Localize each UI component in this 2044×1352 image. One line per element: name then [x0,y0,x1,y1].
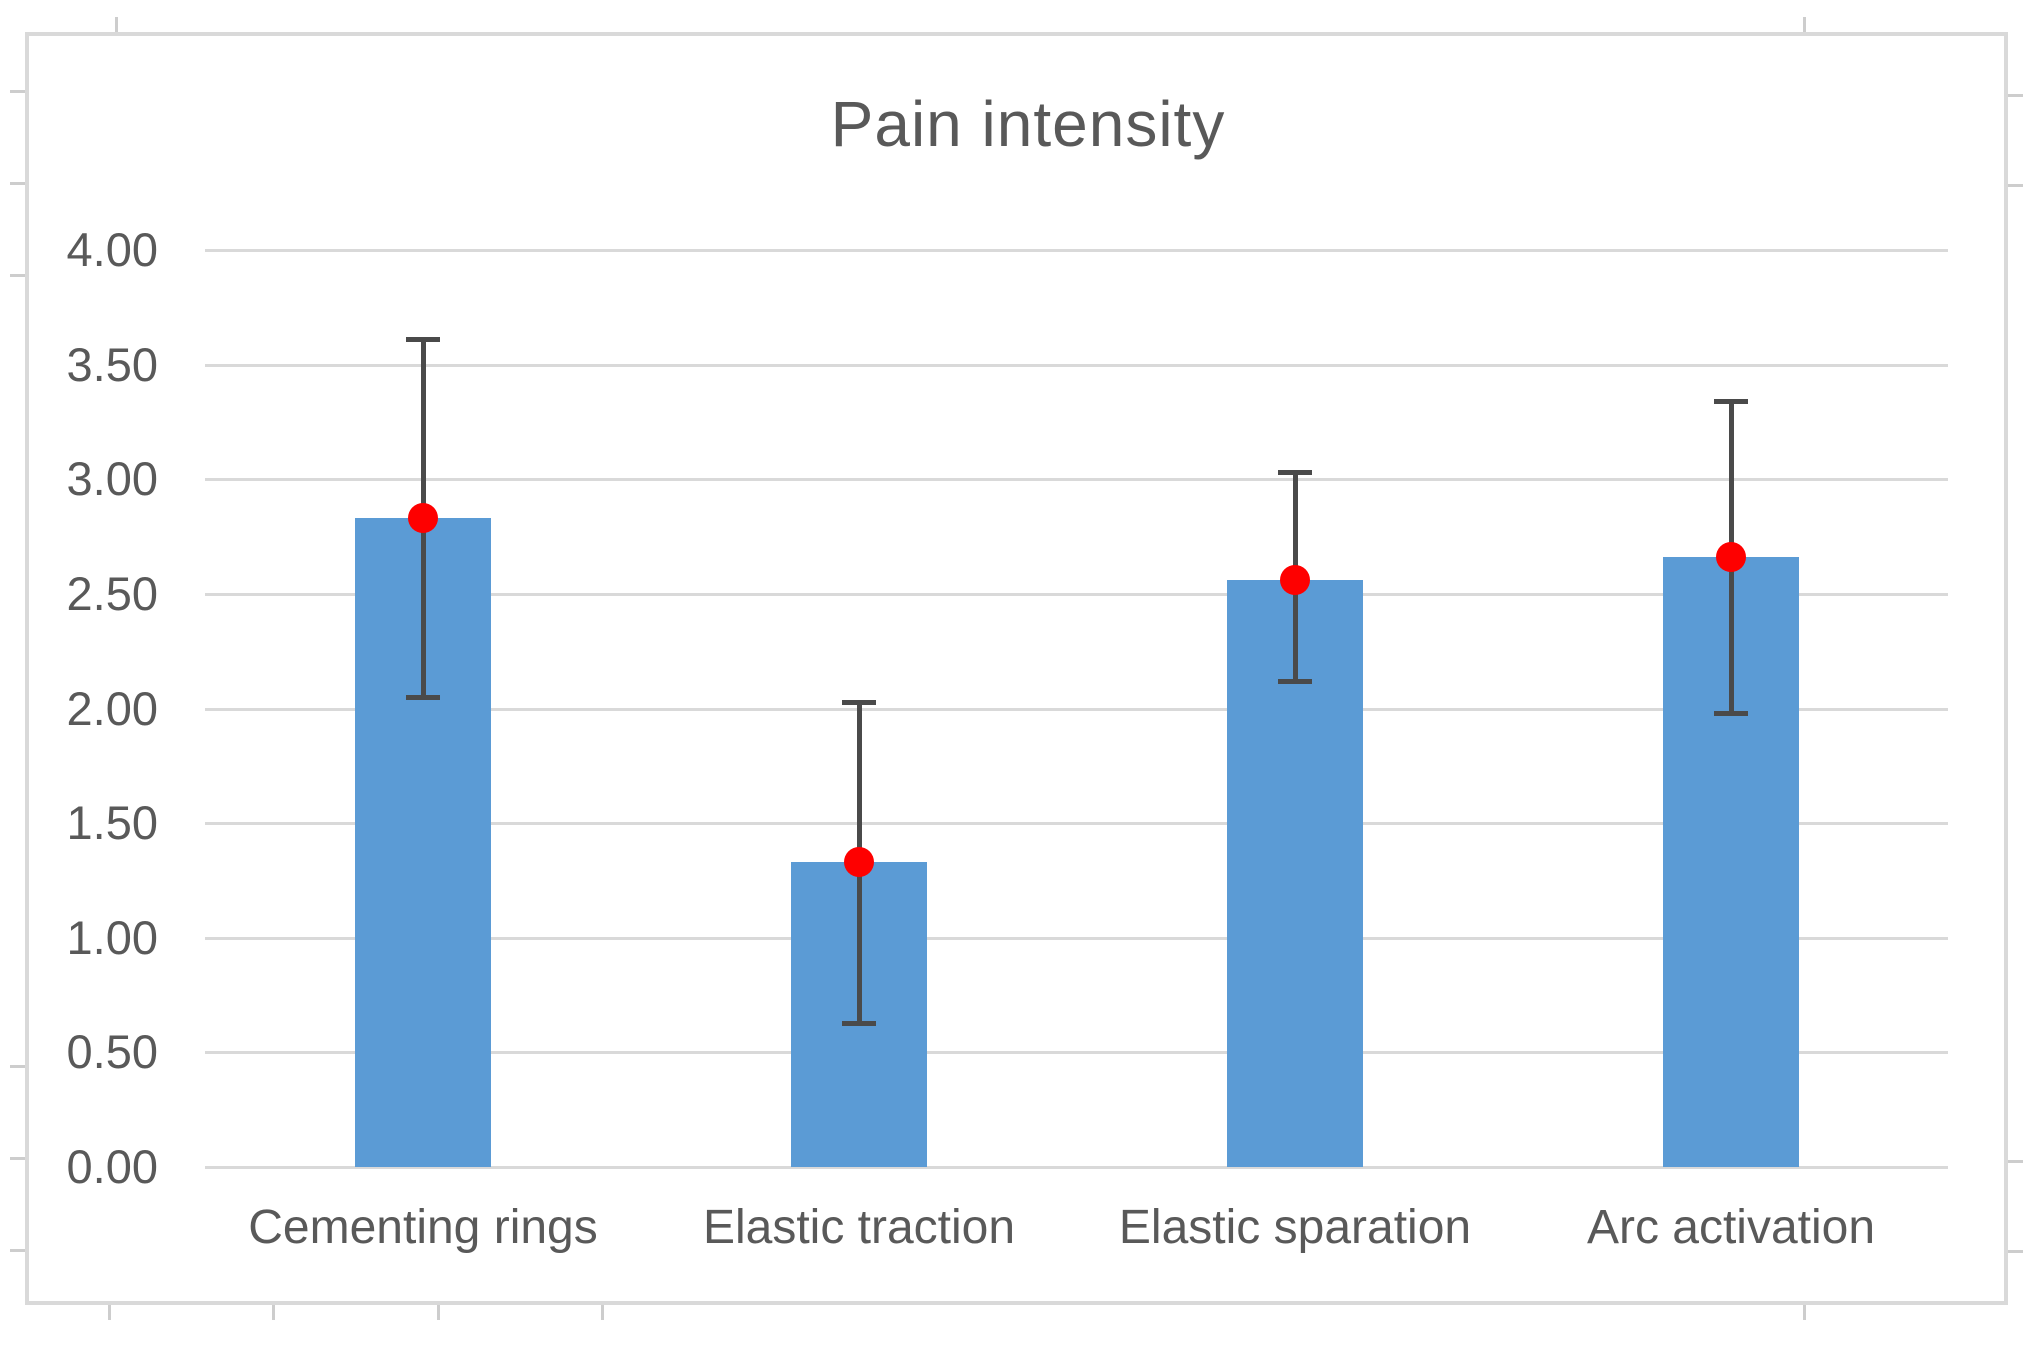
gridline [205,593,1948,596]
edge-tick [2008,94,2023,97]
chart-title: Pain intensity [830,88,1226,160]
x-category-label: Elastic traction [702,1201,1016,1254]
y-tick-label: 3.00 [66,452,158,505]
edge-tick [10,1249,25,1252]
edge-tick [1803,1305,1806,1320]
gridline [205,937,1948,940]
error-bar-cap-bottom [1714,711,1748,716]
error-bar-cap-top [406,337,440,342]
mean-dot [1716,542,1746,572]
y-tick-label: 2.00 [66,682,158,735]
edge-tick [115,17,118,32]
x-category-label: Elastic sparation [1118,1201,1472,1254]
x-category-label: Cementing rings [248,1201,598,1254]
y-tick-label: 0.50 [66,1025,158,1078]
y-tick-label: 4.00 [66,223,158,276]
gridline [205,1166,1948,1169]
y-tick-label: 1.50 [66,796,158,849]
edge-tick [1803,17,1806,32]
gridline [205,478,1948,481]
edge-tick [10,274,25,277]
error-bar-cap-bottom [1278,679,1312,684]
gridline [205,1051,1948,1054]
gridline [205,822,1948,825]
error-bar-cap-bottom [406,695,440,700]
edge-tick [10,182,25,185]
edge-tick [10,90,25,93]
y-tick-label: 0.00 [66,1140,158,1193]
edge-tick [2008,184,2023,187]
y-tick-label: 2.50 [66,567,158,620]
edge-tick [272,1305,275,1320]
error-bar-cap-top [1278,470,1312,475]
mean-dot [1280,565,1310,595]
error-bar-cap-bottom [842,1021,876,1026]
error-bar-cap-top [1714,399,1748,404]
edge-tick [437,1305,440,1320]
y-tick-label: 3.50 [66,338,158,391]
mean-dot [408,503,438,533]
edge-tick [108,1305,111,1320]
mean-dot [844,847,874,877]
gridline [205,249,1948,252]
y-tick-label: 1.00 [66,911,158,964]
error-bar-cap-top [842,700,876,705]
edge-tick [10,1065,25,1068]
x-category-label: Arc activation [1586,1201,1876,1254]
edge-tick [2008,1160,2023,1163]
gridline [205,364,1948,367]
edge-tick [2008,1250,2023,1253]
gridline [205,708,1948,711]
edge-tick [601,1305,604,1320]
edge-tick [10,1157,25,1160]
